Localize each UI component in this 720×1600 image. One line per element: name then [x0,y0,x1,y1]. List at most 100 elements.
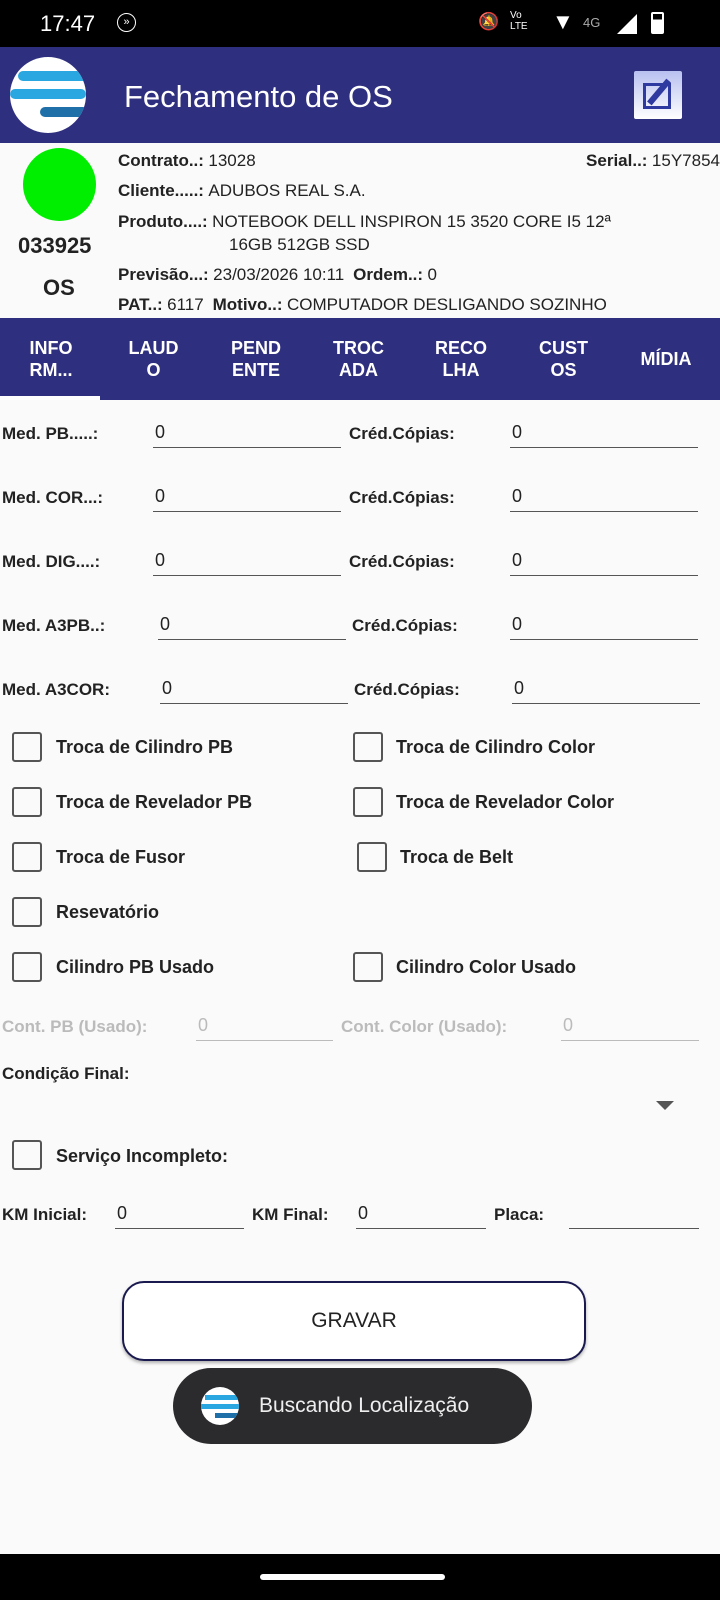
tab-7[interactable]: MÍDIA [615,318,717,400]
tab-6[interactable]: CUST OS [513,318,615,400]
signal-icon [617,14,637,34]
edit-button[interactable] [634,71,682,119]
edit-icon [643,83,671,109]
save-button[interactable]: GRAVAR [122,1281,586,1361]
tab-label: RECO LHA [434,338,487,380]
toast: Buscando Localização [173,1368,532,1444]
checkbox-servico-incompleto[interactable] [12,1140,42,1170]
status-bar: 17:47 » 🔕 Vo LTE ▼ 4G [0,0,720,47]
credit-input[interactable]: 0 [510,610,698,640]
checkbox-c8[interactable] [12,952,42,982]
km-inicial-input[interactable]: 0 [115,1199,244,1229]
pat-value: 6117 [167,295,204,314]
km-final-input[interactable]: 0 [356,1199,486,1229]
contrato-value: 13028 [208,151,256,170]
os-number: 033925 [18,233,92,258]
credit-label: Créd.Cópias: [349,424,455,443]
tab-1[interactable]: INFO RM... [0,318,102,400]
meter-label: Med. A3PB..: [2,616,106,635]
tab-bar: INFO RM... LAUD O PEND ENTE TROC ADA RECO LHA CUST… [0,318,720,400]
ordem-label: Ordem..: [353,265,424,284]
app-bar: Fechamento de OS [0,47,720,143]
contrato-label: Contrato..: [118,151,204,170]
checkbox-c3[interactable] [12,787,42,817]
meter-input[interactable]: 0 [153,546,341,576]
app-logo [10,57,86,133]
cliente-label: Cliente.....: [118,181,204,200]
placa-input[interactable] [569,1199,699,1229]
pat-label: PAT..: [118,295,163,314]
produto-value-line2: 16GB 512GB SSD [229,235,370,254]
credit-input[interactable]: 0 [510,418,698,448]
checkbox-c9[interactable] [353,952,383,982]
placa-label: Placa: [494,1205,545,1224]
checkbox-c5[interactable] [12,842,42,872]
condicao-dropdown[interactable] [0,1088,700,1124]
credit-input[interactable]: 0 [512,674,700,704]
tab-4[interactable]: TROC ADA [308,318,410,400]
tab-label: CUST OS [539,338,588,380]
checkbox-label: Troca de Revelador Color [396,792,615,812]
volte-icon: Vo LTE [510,10,528,32]
meter-label: Med. PB.....: [2,424,99,443]
motivo-value: COMPUTADOR DESLIGANDO SOZINHO [286,295,607,314]
page-title: Fechamento de OS [124,79,393,114]
network-type: 4G [583,15,601,30]
home-handle[interactable] [260,1574,445,1580]
meter-label: Med. A3COR: [2,680,110,699]
os-info-panel: 033925 OS Contrato..: 13028 Serial..: 15… [0,143,720,318]
meter-input[interactable]: 0 [158,610,346,640]
mute-icon: 🔕 [478,12,500,31]
ordem-value: 0 [427,265,437,284]
checkbox-label: Troca de Cilindro Color [396,737,596,757]
meter-input[interactable]: 0 [153,482,341,512]
meter-label: Med. COR...: [2,488,104,507]
tab-label: PEND ENTE [230,338,281,380]
meter-label: Med. DIG....: [2,552,101,571]
km-final-label: KM Final: [252,1205,329,1224]
checkbox-label: Troca de Revelador PB [56,792,253,812]
checkbox-c2[interactable] [353,732,383,762]
previsao-value: 23/03/2026 10:11 [213,265,345,284]
produto-label: Produto....: [118,212,208,231]
credit-label: Créd.Cópias: [352,616,458,635]
checkbox-c1[interactable] [12,732,42,762]
meter-input[interactable]: 0 [160,674,348,704]
serial-label: Serial..: [586,151,648,170]
checkbox-c7[interactable] [12,897,42,927]
credit-label: Créd.Cópias: [349,488,455,507]
credit-input[interactable]: 0 [510,546,698,576]
checkbox-label: Resevatório [56,902,160,922]
checkbox-label: Cilindro Color Usado [396,957,576,977]
cont-color-input[interactable]: 0 [561,1011,699,1041]
tab-5[interactable]: RECO LHA [410,318,512,400]
tab-2[interactable]: LAUD O [103,318,205,400]
tab-3[interactable]: PEND ENTE [205,318,307,400]
credit-label: Créd.Cópias: [349,552,455,571]
produto-value: NOTEBOOK DELL INSPIRON 15 3520 CORE I5 1… [212,212,611,231]
serial-value: 15Y7854 [651,151,720,170]
cont-pb-label: Cont. PB (Usado): [2,1017,148,1036]
wifi-icon: ▼ [552,9,574,34]
checkbox-label: Serviço Incompleto: [56,1146,229,1166]
meter-input[interactable]: 0 [153,418,341,448]
motivo-label: Motivo..: [212,295,283,314]
previsao-label: Previsão...: [118,265,209,284]
navigation-bar [0,1554,720,1600]
status-indicator [23,148,96,221]
cont-pb-input[interactable]: 0 [196,1011,333,1041]
tab-label: MÍDIA [640,349,692,369]
cont-color-label: Cont. Color (Usado): [341,1017,508,1036]
clock: 17:47 [40,11,96,36]
os-label: OS [43,275,75,300]
checkbox-label: Troca de Fusor [56,847,186,867]
checkbox-c4[interactable] [353,787,383,817]
tab-label: LAUD O [128,338,179,380]
credit-input[interactable]: 0 [510,482,698,512]
app-logo-icon [201,1387,239,1425]
tab-label: TROC ADA [333,338,384,380]
checkbox-label: Troca de Belt [400,847,514,867]
toast-message: Buscando Localização [259,1394,470,1417]
checkbox-c6[interactable] [357,842,387,872]
condicao-label: Condição Final: [2,1064,130,1083]
